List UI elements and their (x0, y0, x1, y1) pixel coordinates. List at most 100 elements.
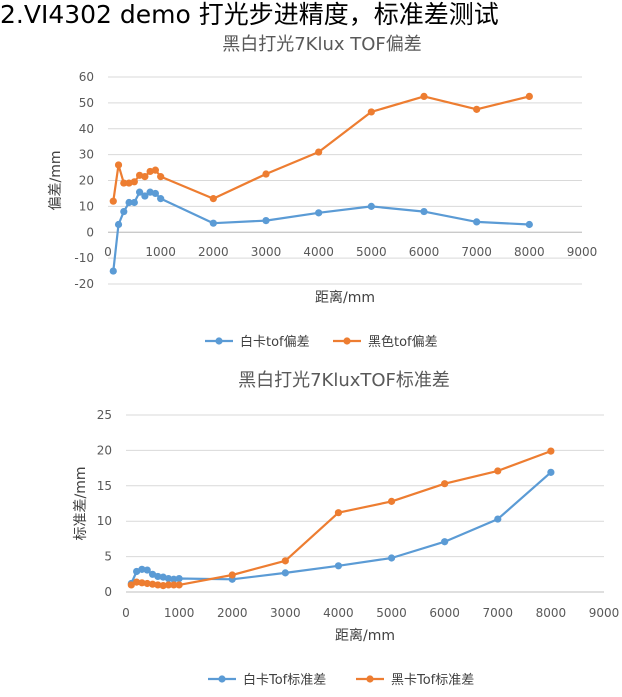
x-tick-label: 9000 (589, 606, 620, 620)
data-point (473, 218, 481, 226)
y-tick-label: 10 (97, 514, 112, 528)
data-point (387, 497, 396, 505)
data-point (420, 92, 428, 101)
y-tick-label: 20 (79, 174, 94, 188)
data-point (138, 565, 146, 573)
legend-label: 黑卡Tof标准差 (391, 673, 474, 688)
x-tick-label: 2000 (198, 245, 229, 259)
y-tick-label: 0 (104, 585, 112, 599)
data-point (120, 179, 128, 187)
data-point (494, 467, 502, 475)
data-point (130, 178, 138, 186)
x-tick-label: 3000 (270, 606, 301, 620)
bias-chart: 黑白打光7Klux TOF偏差 -20 -10 0 10 20 30 40 50 60 0 1000 2… (48, 34, 597, 350)
data-point (151, 166, 159, 174)
data-point (175, 574, 183, 583)
data-point (120, 207, 128, 216)
data-point (473, 105, 481, 113)
stddev-chart: 黑白打光7KluxTOF标准差 0 5 10 15 20 25 0 1000 2000 3000 40… (73, 370, 619, 688)
data-point (143, 579, 151, 588)
x-tick-label: 7000 (461, 245, 492, 259)
y-tick-label: 15 (97, 479, 112, 493)
data-point (170, 575, 178, 583)
x-tick-label: 8000 (514, 245, 545, 259)
data-point (262, 170, 270, 178)
data-point (109, 197, 117, 205)
x-tick-label: 5000 (356, 245, 387, 259)
legend-marker (366, 675, 374, 683)
data-point (209, 195, 217, 203)
data-point (262, 217, 270, 225)
y-tick-label: 0 (86, 225, 94, 239)
data-point (154, 581, 162, 589)
data-point (525, 220, 533, 229)
y-tick-label: -20 (74, 277, 94, 291)
x-tick-label: 1000 (145, 245, 176, 259)
data-point (151, 189, 159, 198)
data-point (130, 198, 138, 207)
y-tick-label: 25 (97, 408, 112, 422)
x-tick-label: 6000 (409, 245, 440, 259)
y-tick-label: 50 (79, 96, 94, 110)
chart-title: 黑白打光7Klux TOF偏差 (222, 34, 422, 55)
data-point (525, 92, 533, 101)
data-point (315, 209, 323, 217)
x-axis-label: 距离/mm (315, 289, 375, 306)
x-tick-label: 2000 (217, 606, 248, 620)
data-point (441, 538, 449, 546)
data-point (164, 581, 173, 589)
y-tick-label: 5 (104, 550, 112, 564)
data-point (138, 579, 146, 587)
chart-title: 黑白打光7KluxTOF标准差 (238, 370, 450, 391)
legend-label: 黑色tof偏差 (368, 334, 438, 350)
data-point (334, 509, 343, 517)
data-point (441, 480, 449, 488)
series-line (112, 95, 530, 202)
data-point (315, 148, 323, 156)
data-point (228, 571, 236, 579)
x-tick-label: 4000 (303, 245, 334, 259)
x-tick-label: 7000 (483, 606, 514, 620)
y-tick-label: 20 (97, 443, 112, 457)
data-point (157, 195, 165, 203)
series-line (112, 191, 530, 272)
data-point (281, 557, 289, 565)
y-tick-label: 30 (79, 148, 94, 162)
legend-marker (218, 675, 226, 683)
data-point (159, 582, 167, 590)
data-point (109, 267, 117, 275)
data-point (133, 578, 141, 586)
data-point (148, 580, 157, 588)
legend-marker (343, 337, 351, 345)
data-point (209, 219, 217, 227)
data-point (114, 161, 123, 169)
x-tick-label: 6000 (429, 606, 460, 620)
y-tick-label: 10 (79, 199, 94, 213)
x-axis-label: 距离/mm (335, 627, 395, 644)
data-point (136, 188, 144, 196)
data-point (157, 173, 165, 181)
x-tick-label: 4000 (323, 606, 354, 620)
data-point (170, 581, 178, 589)
data-point (420, 207, 428, 216)
x-tick-label: 3000 (251, 245, 282, 259)
y-tick-label: -10 (74, 251, 94, 265)
data-point (127, 581, 135, 589)
data-point (281, 569, 289, 577)
data-point (114, 220, 123, 229)
data-point (154, 572, 162, 581)
data-point (367, 108, 375, 116)
y-tick-label: 40 (79, 122, 94, 136)
page-title: 2.VI4302 demo 打光步进精度，标准差测试 (0, 0, 499, 29)
data-point (141, 192, 149, 200)
data-point (334, 562, 343, 570)
x-tick-label: 5000 (376, 606, 407, 620)
x-tick-label: 1000 (164, 606, 195, 620)
data-point (125, 198, 133, 207)
data-point (547, 447, 555, 455)
data-point (143, 566, 151, 574)
x-tick-label: 0 (104, 245, 112, 259)
data-point (547, 468, 555, 476)
x-tick-label: 8000 (536, 606, 567, 620)
